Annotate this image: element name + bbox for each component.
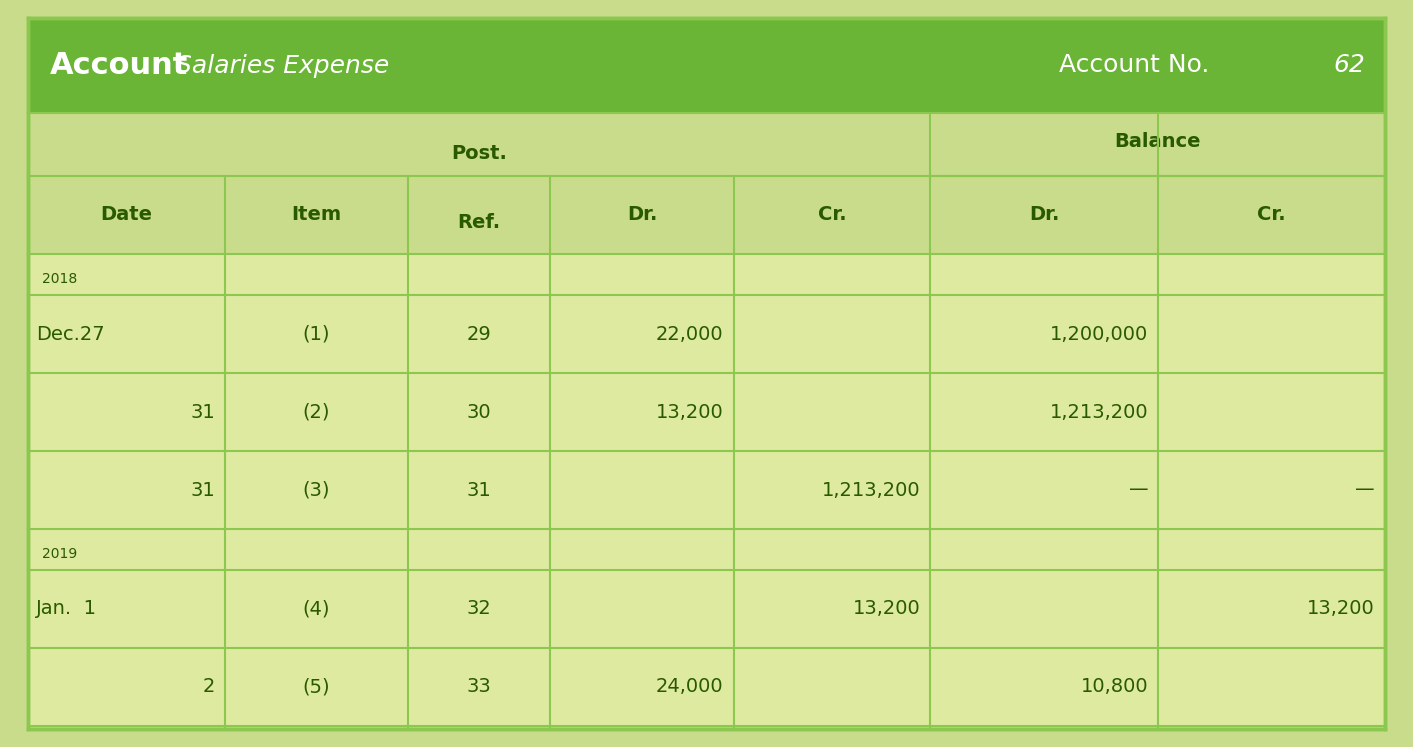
Text: Dr.: Dr. <box>627 205 657 225</box>
Text: Dr.: Dr. <box>1029 205 1060 225</box>
Text: (4): (4) <box>302 600 331 619</box>
Text: (5): (5) <box>302 678 331 696</box>
Text: Cr.: Cr. <box>818 205 846 225</box>
Text: (1): (1) <box>302 324 331 344</box>
Text: Salaries Expense: Salaries Expense <box>177 54 389 78</box>
Text: 13,200: 13,200 <box>656 403 723 421</box>
Text: 13,200: 13,200 <box>1307 600 1375 619</box>
Text: Date: Date <box>100 205 153 225</box>
Bar <box>28 648 1385 726</box>
Text: 24,000: 24,000 <box>656 678 723 696</box>
Text: 31: 31 <box>189 480 215 500</box>
Text: 31: 31 <box>466 480 492 500</box>
Bar <box>28 254 1385 295</box>
Text: 22,000: 22,000 <box>656 324 723 344</box>
Text: 1,200,000: 1,200,000 <box>1050 324 1149 344</box>
Text: —: — <box>1355 480 1375 500</box>
Text: 2: 2 <box>202 678 215 696</box>
Text: 1,213,200: 1,213,200 <box>1050 403 1149 421</box>
Bar <box>28 113 1385 176</box>
Text: —: — <box>1129 480 1149 500</box>
Bar <box>28 18 1385 113</box>
Bar <box>28 570 1385 648</box>
Text: 29: 29 <box>466 324 492 344</box>
Bar <box>28 529 1385 570</box>
Text: 1,213,200: 1,213,200 <box>822 480 920 500</box>
Text: 30: 30 <box>466 403 492 421</box>
Text: 62: 62 <box>1334 54 1365 78</box>
Text: (3): (3) <box>302 480 331 500</box>
Text: Cr.: Cr. <box>1258 205 1286 225</box>
Text: Item: Item <box>291 205 342 225</box>
Text: 13,200: 13,200 <box>852 600 920 619</box>
Text: 2019: 2019 <box>42 547 78 560</box>
Text: 33: 33 <box>466 678 492 696</box>
Bar <box>28 373 1385 451</box>
Text: 32: 32 <box>466 600 492 619</box>
Bar <box>28 451 1385 529</box>
Text: Post.: Post. <box>451 144 507 164</box>
Text: Account: Account <box>49 51 188 80</box>
Bar <box>28 295 1385 373</box>
Text: Ref.: Ref. <box>458 214 500 232</box>
Text: Jan.  1: Jan. 1 <box>35 600 97 619</box>
Text: 31: 31 <box>189 403 215 421</box>
Text: 2018: 2018 <box>42 272 78 285</box>
Text: Balance: Balance <box>1115 132 1201 151</box>
Text: Dec.27: Dec.27 <box>35 324 105 344</box>
Text: (2): (2) <box>302 403 331 421</box>
Bar <box>28 176 1385 254</box>
Text: 10,800: 10,800 <box>1081 678 1149 696</box>
Text: Account No.: Account No. <box>1058 54 1217 78</box>
